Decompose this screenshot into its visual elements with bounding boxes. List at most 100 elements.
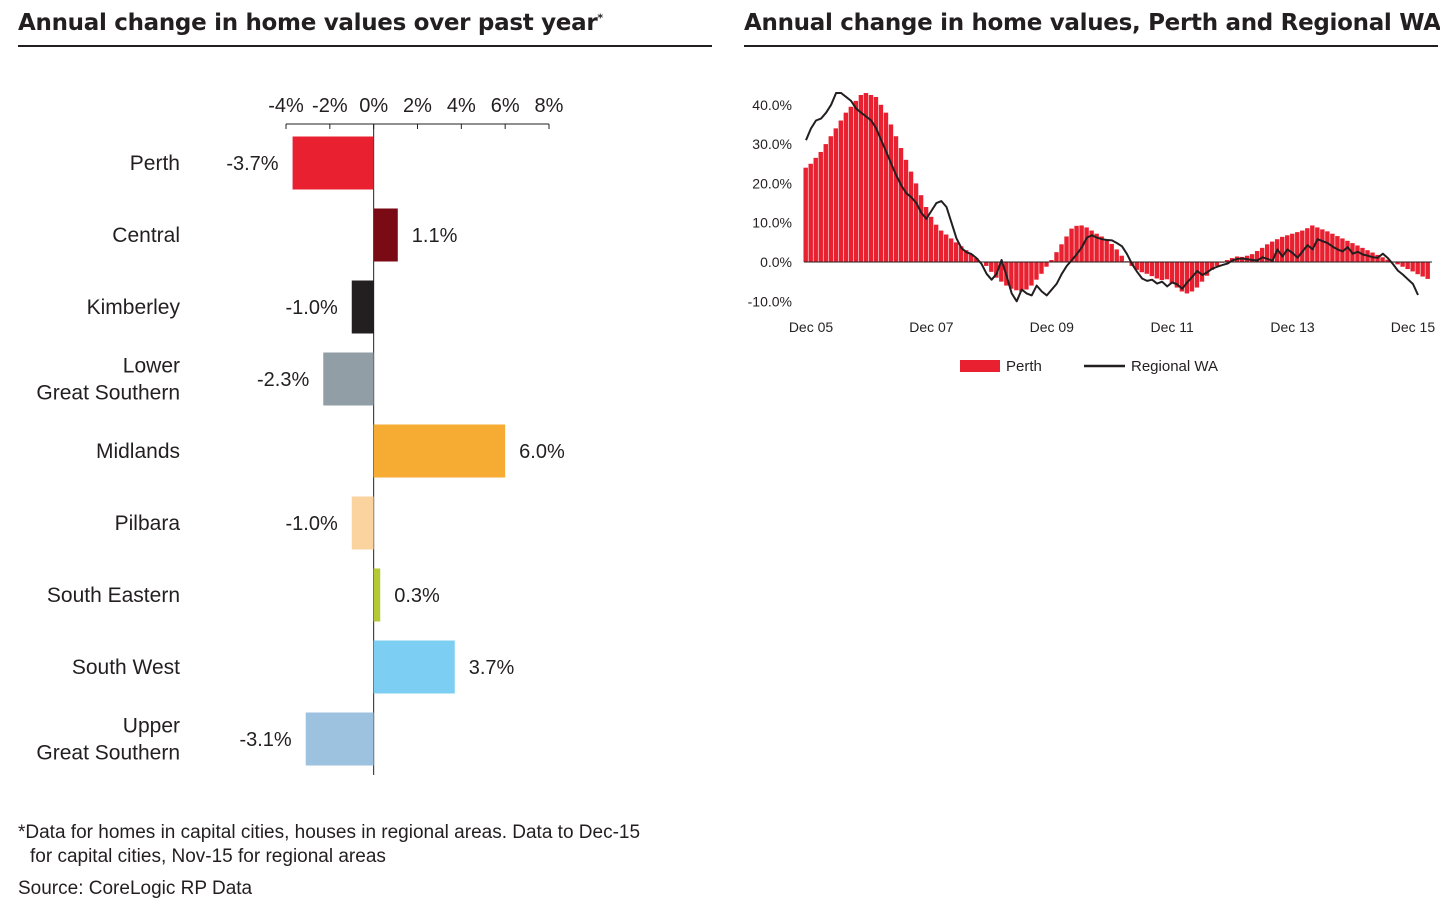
- perth-bar: [958, 246, 964, 262]
- perth-bar: [873, 96, 879, 262]
- perth-bar: [1320, 229, 1325, 262]
- y-tick-label: -10.0%: [748, 293, 792, 309]
- perth-bar: [888, 124, 894, 262]
- perth-bar: [1425, 262, 1430, 279]
- perth-bar: [1395, 262, 1400, 265]
- perth-bar: [989, 262, 994, 272]
- perth-bar: [1024, 262, 1029, 290]
- perth-bar: [1325, 231, 1330, 262]
- perth-bar: [1079, 225, 1084, 262]
- category-label: Perth: [130, 152, 180, 175]
- value-label: 6.0%: [519, 441, 565, 463]
- value-label: -3.7%: [226, 153, 278, 175]
- bar: [373, 568, 381, 622]
- perth-bar: [1315, 227, 1320, 262]
- x-tick-label: Dec 15: [1391, 319, 1436, 335]
- y-tick-label: 10.0%: [752, 215, 792, 231]
- value-label: -3.1%: [239, 729, 291, 751]
- category-label: Kimberley: [87, 296, 181, 319]
- category-label: Pilbara: [115, 512, 181, 535]
- perth-bar: [1380, 257, 1385, 262]
- perth-bar: [1330, 233, 1335, 262]
- x-tick-label: 2%: [403, 95, 432, 117]
- left-chart-title: Annual change in home values over past y…: [18, 10, 603, 36]
- perth-bar: [1259, 247, 1265, 262]
- perth-bar: [1139, 262, 1144, 273]
- perth-bar: [868, 94, 874, 262]
- perth-bar: [1144, 262, 1150, 274]
- perth-bar: [1420, 262, 1425, 277]
- perth-bar: [838, 120, 844, 262]
- perth-bar: [1209, 262, 1215, 270]
- perth-bar: [878, 104, 884, 262]
- value-label: -1.0%: [286, 297, 338, 319]
- perth-bar: [1109, 243, 1114, 262]
- perth-bar: [1104, 239, 1109, 262]
- perth-bar: [1039, 262, 1044, 274]
- category-label: South Eastern: [47, 584, 180, 607]
- perth-bar: [1400, 262, 1405, 267]
- bar: [373, 640, 455, 694]
- perth-bar: [1049, 260, 1054, 262]
- perth-bar: [1184, 262, 1190, 294]
- perth-bar: [913, 183, 919, 262]
- perth-bar: [1164, 262, 1170, 280]
- perth-bar: [803, 167, 808, 262]
- perth-bar: [933, 224, 939, 262]
- perth-bar: [1094, 233, 1099, 262]
- footnote-line-1: *Data for homes in capital cities, house…: [18, 822, 641, 843]
- perth-bar: [1044, 262, 1049, 267]
- perth-bar: [1340, 238, 1345, 262]
- x-tick-label: 0%: [359, 95, 388, 117]
- perth-bar: [903, 159, 909, 262]
- perth-bar: [1119, 255, 1124, 262]
- x-tick-label: Dec 05: [789, 319, 834, 335]
- bar: [351, 280, 374, 334]
- perth-bar: [1084, 227, 1089, 262]
- perth-bar: [1014, 262, 1019, 291]
- perth-bar: [999, 262, 1004, 282]
- perth-bar: [1194, 262, 1200, 288]
- perth-bar: [1405, 262, 1410, 270]
- right-title-rule: [744, 45, 1438, 47]
- perth-bar: [1074, 225, 1079, 262]
- category-label: Upper Great Southern: [36, 715, 180, 765]
- perth-bar: [1415, 262, 1420, 275]
- perth-bar: [1295, 232, 1300, 262]
- perth-bar: [808, 163, 813, 262]
- perth-bar: [818, 151, 823, 262]
- title-footnote-marker: *: [597, 11, 603, 25]
- x-tick-label: Dec 07: [909, 319, 954, 335]
- perth-bar: [823, 144, 828, 262]
- legend-perth-label: Perth: [1006, 358, 1042, 375]
- x-tick-label: 8%: [535, 95, 564, 117]
- perth-bar: [853, 100, 859, 262]
- source-note: Source: CoreLogic RP Data: [18, 878, 253, 899]
- y-tick-label: 40.0%: [752, 97, 792, 113]
- perth-bar: [974, 258, 979, 262]
- x-tick-label: 6%: [491, 95, 520, 117]
- bar: [323, 352, 374, 406]
- perth-bar: [1149, 262, 1155, 277]
- perth-bar: [948, 238, 954, 262]
- perth-bar: [828, 136, 833, 262]
- perth-bar: [1179, 262, 1185, 292]
- perth-bar: [1054, 252, 1059, 262]
- perth-bar: [1099, 236, 1104, 262]
- bar: [351, 496, 374, 550]
- bar: [292, 136, 374, 190]
- perth-bar: [953, 242, 959, 262]
- value-label: 1.1%: [412, 225, 458, 247]
- bar: [373, 208, 398, 262]
- perth-bar: [1385, 259, 1390, 262]
- x-tick-label: Dec 13: [1270, 319, 1315, 335]
- perth-bar: [813, 157, 818, 262]
- regional-bar-chart: -4% -2% 0% 2% 4% 6% 8% Perth -3.7% Central 1.1% Kim…: [36, 95, 565, 775]
- y-tick-label: 30.0%: [752, 136, 792, 152]
- perth-bar: [943, 234, 949, 262]
- perth-bar: [1290, 233, 1295, 262]
- perth-bar: [1169, 262, 1175, 284]
- perth-bar: [1254, 250, 1260, 262]
- perth-bar: [1064, 236, 1069, 262]
- perth-bar: [1174, 262, 1180, 288]
